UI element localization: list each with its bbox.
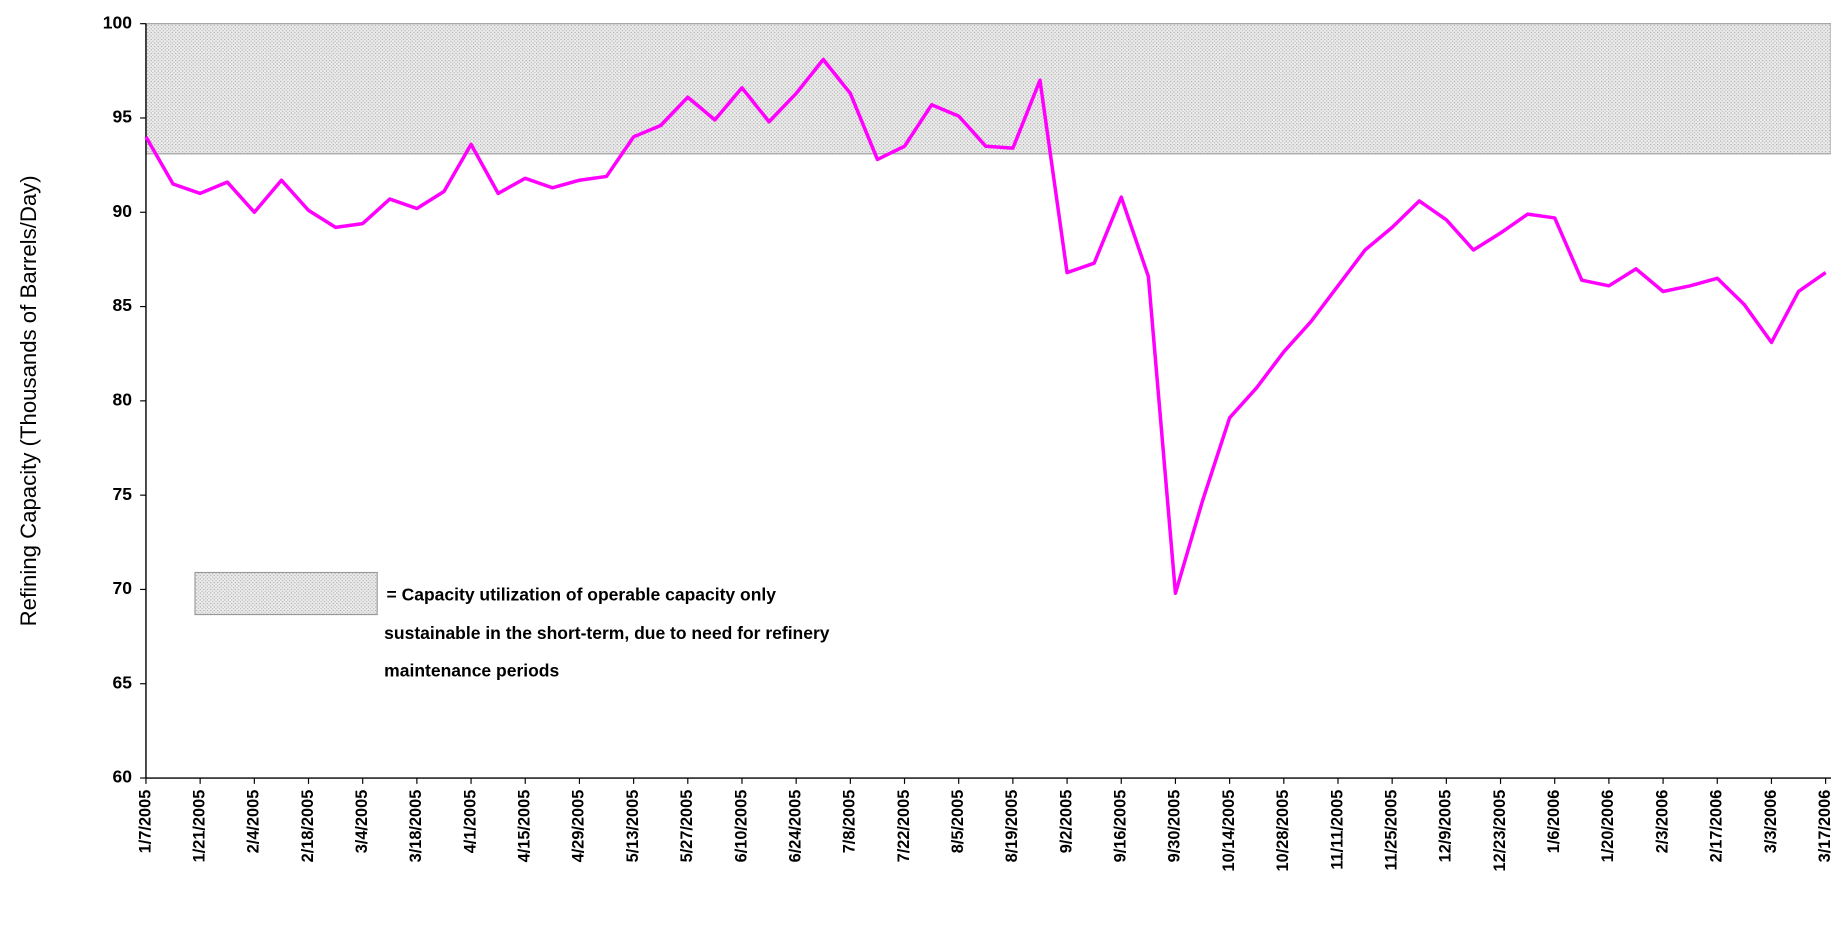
x-tick-label: 5/13/2005 (624, 790, 642, 863)
y-tick-label: 75 (112, 484, 132, 504)
x-tick-label: 10/14/2005 (1220, 790, 1238, 872)
x-tick-label: 3/3/2006 (1762, 790, 1780, 854)
x-tick-label: 2/3/2006 (1653, 790, 1671, 854)
x-tick-label: 11/25/2005 (1382, 790, 1400, 871)
x-tick-label: 12/9/2005 (1437, 790, 1455, 863)
x-tick-label: 1/20/2006 (1599, 790, 1617, 863)
y-tick-label: 90 (112, 201, 132, 221)
x-tick-label: 7/22/2005 (895, 790, 913, 863)
x-tick-label: 8/19/2005 (1003, 790, 1021, 863)
x-tick-label: 12/23/2005 (1491, 790, 1509, 872)
y-tick-label: 85 (112, 295, 132, 315)
x-tick-label: 7/8/2005 (841, 790, 859, 854)
y-tick-label: 80 (112, 389, 132, 409)
y-tick-label: 100 (103, 12, 132, 32)
x-tick-label: 5/27/2005 (678, 790, 696, 863)
x-tick-label: 6/10/2005 (732, 790, 750, 863)
x-tick-label: 4/15/2005 (516, 790, 534, 863)
x-tick-label: 3/18/2005 (407, 790, 425, 863)
data-line (144, 57, 1827, 595)
annotation: sustainable in the short-term, due to ne… (384, 623, 830, 643)
x-tick-label: 1/21/2005 (190, 790, 208, 863)
x-tick-label: 3/4/2005 (353, 790, 371, 854)
shaded-band (145, 23, 1831, 155)
x-tick-label: 10/28/2005 (1274, 790, 1292, 872)
x-tick-label: 6/24/2005 (786, 790, 804, 863)
x-tick-label: 2/18/2005 (299, 790, 317, 863)
x-tick-label: 8/5/2005 (949, 790, 967, 854)
y-axis-label: Refining Capacity (Thousands of Barrels/… (16, 175, 41, 626)
y-tick-label: 65 (112, 672, 132, 692)
x-tick-label: 9/16/2005 (1112, 790, 1130, 863)
x-tick-label: 9/30/2005 (1166, 790, 1184, 863)
x-tick-label: 1/6/2006 (1545, 790, 1563, 854)
x-tick-label: 2/4/2005 (245, 790, 263, 854)
y-tick-label: 60 (112, 767, 132, 787)
x-tick-label: 1/7/2005 (136, 790, 154, 854)
y-tick-label: 95 (112, 107, 132, 127)
annotation: = Capacity utilization of operable capac… (387, 585, 777, 605)
x-tick-label: 4/29/2005 (570, 790, 588, 863)
x-tick-label: 4/1/2005 (461, 790, 479, 854)
y-tick-label: 70 (112, 578, 132, 598)
x-tick-label: 11/11/2005 (1328, 790, 1346, 870)
x-tick-label: 9/2/2005 (1057, 790, 1075, 854)
x-tick-label: 3/17/2006 (1816, 790, 1831, 863)
x-tick-label: 2/17/2006 (1708, 790, 1726, 863)
annotation: maintenance periods (384, 660, 559, 680)
legend-swatch (194, 571, 378, 616)
